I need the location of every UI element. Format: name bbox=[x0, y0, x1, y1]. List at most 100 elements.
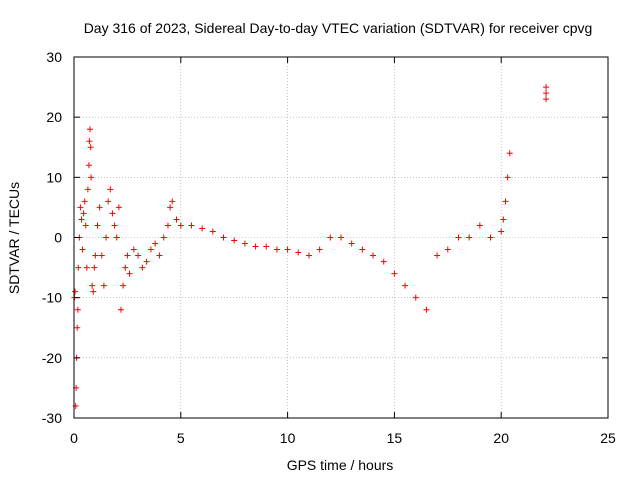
data-point bbox=[82, 222, 89, 229]
data-point bbox=[241, 240, 248, 247]
data-point bbox=[423, 306, 430, 313]
data-point bbox=[476, 222, 483, 229]
data-point bbox=[359, 246, 366, 253]
data-point bbox=[434, 252, 441, 259]
data-point bbox=[105, 198, 112, 205]
data-point bbox=[284, 246, 291, 253]
data-point bbox=[263, 243, 270, 250]
data-point bbox=[126, 270, 133, 277]
data-point bbox=[402, 282, 409, 289]
data-point bbox=[188, 222, 195, 229]
data-point bbox=[85, 162, 92, 169]
data-point bbox=[252, 243, 259, 250]
x-axis-label: GPS time / hours bbox=[287, 457, 394, 473]
data-point bbox=[96, 204, 103, 211]
ticks bbox=[73, 56, 609, 419]
data-point bbox=[338, 234, 344, 241]
data-point bbox=[72, 288, 79, 295]
data-point bbox=[94, 222, 101, 229]
data-point bbox=[109, 210, 116, 217]
data-point bbox=[120, 282, 127, 289]
data-point bbox=[543, 84, 550, 91]
data-point bbox=[89, 282, 96, 289]
data-point bbox=[103, 234, 110, 241]
data-point bbox=[74, 324, 81, 331]
data-point bbox=[498, 228, 505, 235]
data-point bbox=[78, 216, 85, 223]
data-point bbox=[135, 252, 142, 259]
y-tick-label: 30 bbox=[46, 49, 62, 65]
x-tick-label: 25 bbox=[600, 430, 616, 446]
data-point bbox=[444, 246, 451, 253]
data-point bbox=[543, 96, 550, 103]
data-point bbox=[500, 216, 507, 223]
data-point bbox=[504, 174, 511, 181]
data-point bbox=[115, 204, 122, 211]
data-point bbox=[380, 258, 387, 265]
y-tick-labels: -30 -20 -10 0 10 20 30 bbox=[42, 49, 62, 426]
data-point bbox=[86, 138, 93, 145]
data-point bbox=[173, 216, 180, 223]
data-point bbox=[156, 252, 163, 259]
x-tick-label: 5 bbox=[177, 430, 185, 446]
data-point bbox=[90, 288, 97, 295]
data-point bbox=[466, 234, 473, 241]
data-point bbox=[111, 222, 118, 229]
data-point bbox=[130, 246, 137, 253]
data-points bbox=[71, 84, 550, 409]
chart-title: Day 316 of 2023, Sidereal Day-to-day VTE… bbox=[84, 20, 593, 36]
data-point bbox=[143, 258, 150, 265]
data-point bbox=[83, 264, 90, 271]
data-point bbox=[167, 204, 174, 211]
data-point bbox=[147, 246, 154, 253]
x-tick-label: 10 bbox=[280, 430, 296, 446]
y-axis-label: SDTVAR / TECUs bbox=[6, 182, 22, 294]
data-point bbox=[164, 222, 171, 229]
data-point bbox=[391, 270, 398, 277]
data-point bbox=[84, 186, 91, 193]
data-point bbox=[79, 246, 86, 253]
data-point bbox=[117, 306, 124, 313]
data-point bbox=[295, 249, 302, 256]
y-tick-label: -10 bbox=[42, 290, 62, 306]
data-point bbox=[113, 234, 120, 241]
data-point bbox=[543, 90, 550, 97]
data-point bbox=[74, 306, 81, 313]
data-point bbox=[160, 234, 167, 241]
data-point bbox=[92, 252, 99, 259]
data-point bbox=[152, 240, 159, 247]
data-point bbox=[273, 246, 280, 253]
y-tick-label: 20 bbox=[46, 109, 62, 125]
x-tick-label: 15 bbox=[387, 430, 403, 446]
data-point bbox=[100, 282, 107, 289]
x-tick-label: 20 bbox=[493, 430, 509, 446]
data-point bbox=[98, 252, 105, 259]
data-point bbox=[506, 150, 513, 157]
data-point bbox=[107, 186, 114, 193]
x-tick-labels: 0 5 10 15 20 25 bbox=[70, 430, 616, 446]
data-point bbox=[91, 264, 98, 271]
data-point bbox=[209, 228, 216, 235]
data-point bbox=[75, 264, 82, 271]
y-tick-label: 10 bbox=[46, 169, 62, 185]
data-point bbox=[502, 198, 509, 205]
data-point bbox=[348, 240, 355, 247]
data-point bbox=[316, 246, 323, 253]
data-point bbox=[87, 126, 94, 133]
data-point bbox=[77, 204, 84, 211]
data-point bbox=[80, 210, 87, 217]
data-point bbox=[81, 198, 88, 205]
data-point bbox=[177, 222, 184, 229]
data-point bbox=[370, 252, 377, 259]
y-tick-label: -20 bbox=[42, 350, 62, 366]
data-point bbox=[305, 252, 312, 259]
data-point bbox=[487, 234, 494, 241]
data-point bbox=[122, 264, 129, 271]
data-point bbox=[455, 234, 462, 241]
data-point bbox=[88, 174, 95, 181]
data-point bbox=[124, 252, 131, 259]
data-point bbox=[87, 144, 94, 151]
y-tick-label: 0 bbox=[54, 230, 62, 246]
data-point bbox=[139, 264, 146, 271]
